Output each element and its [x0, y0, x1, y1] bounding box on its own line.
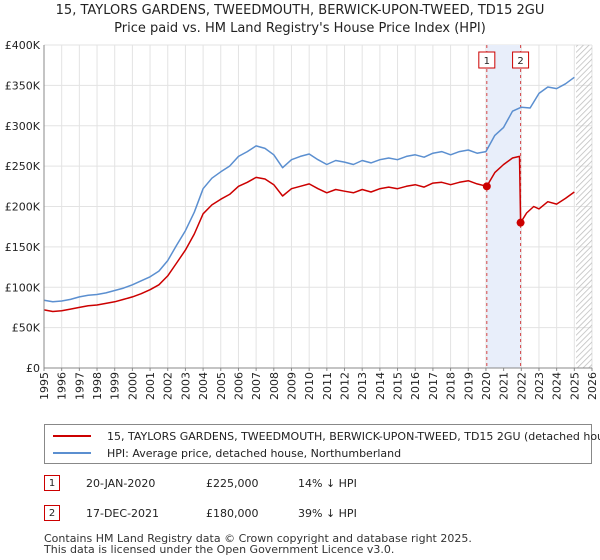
transaction-row: 2 17-DEC-2021 £180,000 39% ↓ HPI [44, 503, 357, 523]
transaction-row: 1 20-JAN-2020 £225,000 14% ↓ HPI [44, 473, 357, 493]
y-tick-label: £400K [5, 39, 41, 52]
price-chart: 1 2 £0 £50K £100K £150K £200K £250K £300K £350K £… [5, 39, 599, 400]
hpi-line [43, 76, 575, 303]
x-tick-label: 2019 [462, 372, 475, 400]
x-tick-label: 2018 [445, 372, 458, 400]
y-tick-label: £250K [5, 160, 41, 173]
x-tick-label: 2006 [232, 372, 245, 400]
x-tick-label: 2026 [586, 372, 599, 400]
x-tick-label: 1999 [109, 372, 122, 400]
sale-point [482, 182, 491, 191]
x-tick-label: 1998 [91, 372, 104, 400]
x-tick-label: 2021 [498, 372, 511, 400]
x-tick-label: 2022 [515, 372, 528, 400]
legend-item-hpi: HPI: Average price, detached house, Nort… [53, 445, 401, 461]
y-tick-label: £350K [5, 79, 41, 92]
sale-point [516, 218, 525, 227]
y-tick-label: £300K [5, 120, 41, 133]
x-tick-label: 2013 [356, 372, 369, 400]
x-tick-label: 2001 [144, 372, 157, 400]
x-tick-label: 1997 [73, 372, 86, 400]
marker-label-box [512, 51, 530, 69]
transaction-date: 20-JAN-2020 [86, 476, 156, 490]
y-tick-label: £100K [5, 281, 41, 294]
x-tick-label: 2011 [321, 372, 334, 400]
x-tick-label: 2017 [427, 372, 440, 400]
x-tick-label: 2000 [126, 372, 139, 400]
x-tick-label: 1996 [56, 372, 69, 400]
x-tick-label: 2023 [533, 372, 546, 400]
y-tick-label: £200K [5, 201, 41, 214]
x-tick-label: 2014 [374, 372, 387, 400]
forecast-hatch [576, 45, 592, 368]
x-tick-label: 2005 [215, 372, 228, 400]
x-tick-label: 2009 [285, 372, 298, 400]
marker-label: 1 [484, 56, 490, 67]
y-tick-label: £150K [5, 241, 41, 254]
chart-title: 15, TAYLORS GARDENS, TWEEDMOUTH, BERWICK… [55, 3, 545, 18]
x-tick-label: 2020 [480, 372, 493, 400]
transaction-price: £180,000 [206, 506, 259, 520]
transaction-badge: 2 [44, 505, 60, 521]
transaction-badge: 1 [44, 475, 60, 491]
legend-price-label: 15, TAYLORS GARDENS, TWEEDMOUTH, BERWICK… [107, 429, 600, 443]
legend: 15, TAYLORS GARDENS, TWEEDMOUTH, BERWICK… [44, 424, 600, 464]
footer-copyright: Contains HM Land Registry data © Crown c… [44, 532, 472, 545]
footer-licence: This data is licensed under the Open Gov… [44, 543, 395, 556]
x-tick-label: 2008 [268, 372, 281, 400]
y-tick-label: £50K [12, 322, 41, 335]
x-tick-label: 2025 [568, 372, 581, 400]
transaction-hpi-diff: 39% ↓ HPI [298, 506, 357, 520]
legend-hpi-label: HPI: Average price, detached house, Nort… [107, 446, 402, 460]
chart-subtitle: Price paid vs. HM Land Registry's House … [114, 21, 486, 36]
transaction-period-band [486, 45, 521, 368]
marker-label-box [478, 51, 496, 69]
x-tick-label: 2007 [250, 372, 263, 400]
legend-item-price: 15, TAYLORS GARDENS, TWEEDMOUTH, BERWICK… [53, 428, 600, 444]
x-tick-label: 2003 [179, 372, 192, 400]
hpi-line-swatch [53, 452, 91, 454]
x-tick-label: 2016 [409, 372, 422, 400]
marker-label: 2 [517, 56, 523, 67]
x-tick-label: 2004 [197, 372, 210, 400]
transaction-hpi-diff: 14% ↓ HPI [298, 476, 357, 490]
x-tick-label: 2010 [303, 372, 316, 400]
y-tick-label: £0 [26, 362, 40, 375]
price-line-swatch [53, 435, 91, 437]
transaction-date: 17-DEC-2021 [86, 506, 160, 520]
transaction-price: £225,000 [206, 476, 259, 490]
x-tick-label: 2024 [551, 372, 564, 400]
x-tick-label: 1995 [38, 372, 51, 400]
price-paid-line [43, 155, 575, 313]
x-tick-label: 2002 [162, 372, 175, 400]
x-tick-label: 2015 [392, 372, 405, 400]
x-tick-label: 2012 [339, 372, 352, 400]
